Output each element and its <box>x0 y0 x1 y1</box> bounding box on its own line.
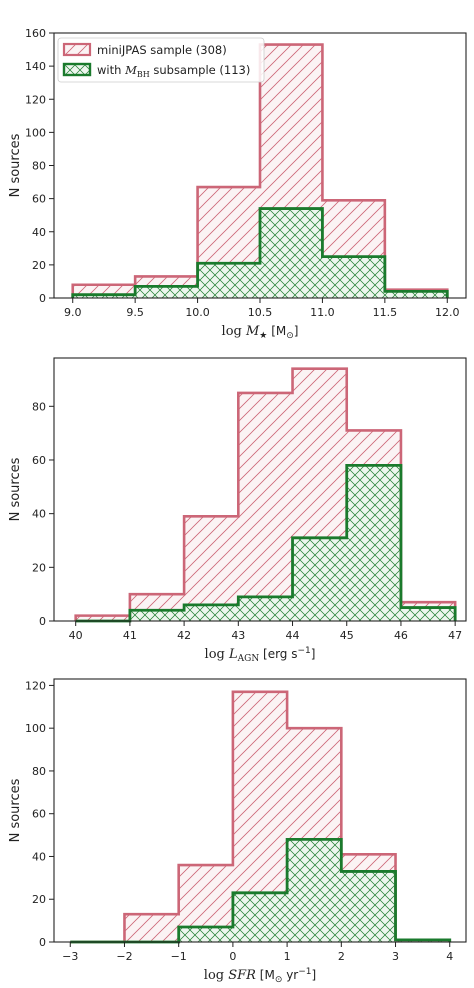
x-axis-label: log SFR [M⊙ yr−1] <box>204 967 316 985</box>
x-tick-label: −2 <box>116 950 132 963</box>
x-tick-label: 44 <box>286 629 300 642</box>
subsample-outline <box>75 463 457 623</box>
subsample-outline <box>71 207 449 298</box>
agn-luminosity-histogram-panel: 40 41 42 43 44 45 46 47 0 20 40 60 80 N sources log LA… <box>8 357 467 664</box>
x-tick-label: 0 <box>229 950 236 963</box>
x-tick-label: 42 <box>177 629 191 642</box>
subsample-hatch <box>70 839 450 942</box>
y-tick-label: 0 <box>39 936 46 949</box>
axes-frame <box>53 678 467 943</box>
x-tick-label: 47 <box>448 629 462 642</box>
subsample-outline <box>70 837 452 944</box>
y-tick-label: 120 <box>25 679 46 692</box>
x-tick-label: 45 <box>340 629 354 642</box>
y-tick-label: 60 <box>32 193 46 206</box>
x-tick-label: 46 <box>394 629 408 642</box>
x-tick-label: 3 <box>392 950 399 963</box>
y-tick-label: 40 <box>32 226 46 239</box>
y-tick-label: 20 <box>32 561 46 574</box>
y-tick-label: 0 <box>39 615 46 628</box>
legend-full-label: miniJPAS sample (308) <box>97 43 227 57</box>
x-tick-label: 10.5 <box>248 306 273 319</box>
x-tick-label: 2 <box>338 950 345 963</box>
y-tick-label: 60 <box>32 454 46 467</box>
x-tick-label: 1 <box>284 950 291 963</box>
x-tick-label: 4 <box>446 950 453 963</box>
x-axis-label: log LAGN [erg s−1] <box>205 646 316 664</box>
x-tick-label: 12.0 <box>435 306 460 319</box>
legend-full-swatch-hatch <box>64 44 90 55</box>
y-tick-label: 60 <box>32 808 46 821</box>
x-tick-label: 43 <box>231 629 245 642</box>
y-axis-label: N sources <box>8 457 23 521</box>
x-tick-label: −1 <box>171 950 187 963</box>
y-tick-label: 80 <box>32 765 46 778</box>
y-axis-label: N sources <box>8 133 23 197</box>
y-tick-label: 100 <box>25 126 46 139</box>
y-tick-label: 0 <box>39 292 46 305</box>
x-tick-label: 40 <box>69 629 83 642</box>
x-tick-label: 11.5 <box>373 306 398 319</box>
subsample-hatch <box>75 465 456 621</box>
y-tick-label: 40 <box>32 508 46 521</box>
x-axis-label: log M★ [M⊙] <box>222 324 299 341</box>
y-tick-label: 160 <box>25 27 46 40</box>
x-tick-label: −3 <box>62 950 78 963</box>
y-tick-label: 40 <box>32 850 46 863</box>
y-axis-label: N sources <box>8 778 23 842</box>
y-tick-label: 100 <box>25 722 46 735</box>
x-tick-label: 11.0 <box>310 306 335 319</box>
x-tick-label: 9.0 <box>64 306 82 319</box>
x-tick-label: 9.5 <box>126 306 144 319</box>
y-tick-label: 80 <box>32 160 46 173</box>
y-tick-label: 80 <box>32 400 46 413</box>
legend-sub-label: with MBH subsample (113) <box>97 63 250 79</box>
legend-box <box>57 37 265 83</box>
y-tick-label: 20 <box>32 893 46 906</box>
x-tick-label: 41 <box>123 629 137 642</box>
y-tick-label: 120 <box>25 93 46 106</box>
x-tick-label: 10.0 <box>185 306 210 319</box>
stellar-mass-histogram-panel: 9.0 9.5 10.0 10.5 11.0 11.5 12.0 0 20 40 60 80 100 12… <box>8 27 467 341</box>
y-tick-label: 140 <box>25 60 46 73</box>
axes-frame <box>53 357 467 622</box>
legend: miniJPAS sample (308) with MBH subsample … <box>57 37 265 83</box>
y-tick-label: 20 <box>32 259 46 272</box>
legend-sub-swatch-hatch <box>64 64 90 75</box>
